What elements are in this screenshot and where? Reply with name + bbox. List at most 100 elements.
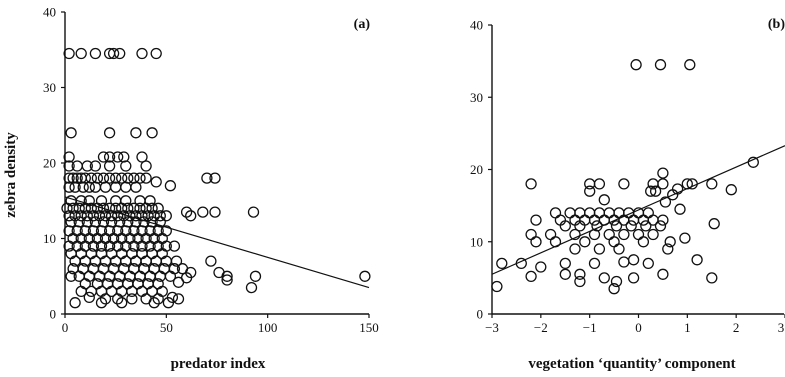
x-tick-label: 0 [635, 320, 642, 335]
panel-a-ticks: 0 50 100 150 0 10 20 30 40 [43, 5, 379, 336]
data-point [593, 243, 606, 255]
data-point [87, 210, 100, 222]
data-point [83, 291, 95, 304]
data-point [81, 210, 93, 222]
x-tick-label: −2 [534, 320, 548, 335]
data-point [63, 160, 75, 172]
data-point [525, 178, 537, 190]
data-point [130, 127, 142, 139]
data-point [148, 210, 160, 222]
data-point [69, 297, 81, 309]
data-point [168, 240, 181, 252]
data-point [647, 228, 659, 241]
data-point [136, 47, 148, 60]
data-point [530, 214, 542, 226]
data-point [103, 160, 116, 172]
data-point [197, 206, 209, 218]
data-point [657, 178, 669, 190]
data-point [584, 185, 596, 197]
data-point [63, 172, 75, 184]
data-point [569, 228, 581, 241]
panel-a: 0 50 100 150 0 10 20 30 40 (a) predator index ze… [3, 5, 379, 373]
data-point [630, 59, 642, 71]
data-point [627, 214, 640, 226]
data-point [120, 181, 132, 193]
data-point [61, 202, 73, 214]
panel-a-regression-line [64, 196, 370, 289]
y-tick-label: 40 [470, 18, 483, 33]
data-point [667, 189, 679, 201]
data-point [144, 240, 156, 252]
data-point [598, 194, 610, 206]
data-point [359, 270, 371, 282]
panel-b-points [491, 59, 759, 295]
data-point [95, 285, 108, 298]
data-point [618, 228, 630, 241]
data-point [75, 210, 87, 222]
data-point [114, 47, 126, 60]
data-point [69, 181, 81, 193]
data-point [97, 151, 110, 163]
x-tick-label: 3 [778, 320, 785, 335]
data-point [154, 210, 166, 222]
data-point [584, 207, 596, 219]
data-point [172, 293, 185, 305]
data-point [172, 276, 185, 288]
data-point [610, 220, 623, 232]
data-point [205, 255, 217, 267]
data-point [162, 297, 175, 309]
data-point [99, 293, 112, 305]
data-point [209, 172, 221, 184]
data-point [164, 270, 177, 282]
data-point [664, 236, 676, 248]
data-point [75, 47, 87, 60]
data-point [544, 228, 557, 241]
y-tick-label: 30 [43, 80, 56, 95]
data-point [99, 181, 112, 193]
data-point [107, 47, 120, 60]
data-point [136, 240, 148, 252]
data-point [593, 178, 606, 190]
data-point [662, 243, 674, 255]
data-point [63, 210, 75, 222]
data-point [559, 257, 571, 270]
data-point [150, 47, 162, 60]
data-point [201, 172, 213, 184]
data-point [649, 185, 662, 197]
data-point [657, 268, 669, 280]
data-point [209, 206, 221, 218]
data-point [110, 172, 122, 184]
data-point [659, 196, 672, 208]
data-point [691, 254, 703, 266]
data-point [627, 272, 640, 284]
data-point [63, 47, 75, 60]
data-point [69, 210, 81, 222]
data-point [164, 180, 177, 192]
data-point [645, 185, 657, 197]
data-point [637, 236, 650, 248]
data-point [130, 210, 142, 222]
panel-b-x-axis-title: vegetation ‘quantity’ component [528, 356, 735, 372]
data-point [103, 240, 116, 252]
data-point [706, 178, 718, 190]
y-tick-label: 20 [470, 162, 483, 177]
data-point [89, 181, 102, 193]
y-tick-label: 0 [50, 307, 57, 322]
data-point [640, 220, 652, 232]
data-point [632, 228, 645, 241]
data-point [116, 297, 128, 309]
data-point [65, 127, 77, 139]
data-point [679, 232, 691, 244]
data-point [618, 256, 630, 268]
data-point [124, 210, 136, 222]
data-point [608, 236, 620, 248]
data-point [603, 228, 615, 241]
data-point [170, 255, 183, 267]
data-point [530, 236, 542, 248]
data-point [63, 181, 75, 193]
data-point [103, 172, 116, 184]
panel-b-label: (b) [768, 17, 785, 32]
data-point [136, 151, 148, 163]
data-point [574, 268, 586, 280]
